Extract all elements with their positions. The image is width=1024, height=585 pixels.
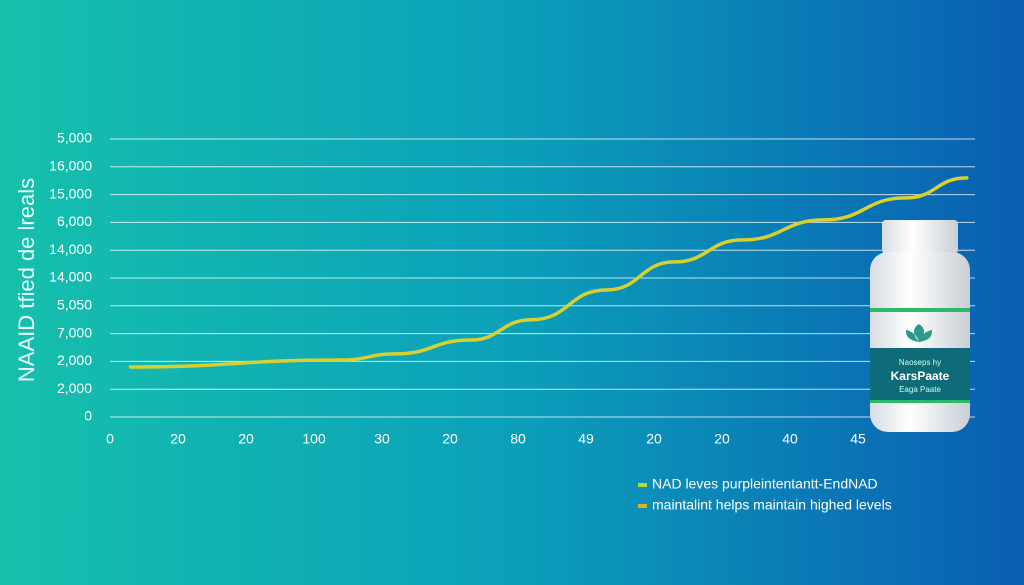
product-bottle: Naoseps hy KarsPaate Eaga Paate — [870, 220, 970, 432]
bottle-logo — [905, 324, 933, 342]
y-tick-label: 0 — [84, 408, 92, 424]
legend-label: maintalint helps maintain highed levels — [652, 497, 892, 513]
product-subtitle: Eaga Paate — [899, 385, 941, 394]
plot: 0 2,000 2,000 7,000 5,050 14,000 14,000 6,000 15… — [49, 130, 975, 447]
product-name: KarsPaate — [891, 369, 950, 383]
bottle-stripe — [870, 400, 970, 403]
y-tick-label: 5,050 — [57, 297, 92, 313]
x-tick-label: 80 — [510, 431, 526, 447]
x-tick-label: 40 — [782, 431, 798, 447]
y-tick-label: 14,000 — [49, 269, 92, 285]
x-tick-label: 20 — [238, 431, 254, 447]
legend-swatch — [638, 504, 647, 508]
bottle-label — [870, 348, 970, 400]
legend-label: NAD leves purpleintentantt-EndNAD — [652, 476, 878, 492]
x-tick-label: 0 — [106, 431, 114, 447]
x-tick-label: 49 — [578, 431, 594, 447]
x-tick-label: 30 — [374, 431, 390, 447]
y-tick-label: 5,000 — [57, 130, 92, 146]
x-tick-label: 20 — [714, 431, 730, 447]
y-tick-label: 7,000 — [57, 324, 92, 340]
y-tick-label: 15,000 — [49, 185, 92, 201]
x-tick-label: 20 — [442, 431, 458, 447]
y-tick-label: 16,000 — [49, 158, 92, 174]
x-tick-label: 20 — [170, 431, 186, 447]
bottle-body — [870, 252, 970, 432]
y-tick-label: 2,000 — [57, 380, 92, 396]
x-tick-label: 45 — [850, 431, 866, 447]
legend-swatch — [638, 483, 647, 487]
bottle-stripe — [870, 308, 970, 312]
y-axis-label: NAAID tfied de lreals — [14, 178, 39, 382]
y-tick-label: 14,000 — [49, 241, 92, 257]
y-tick-label: 2,000 — [57, 352, 92, 368]
product-tagline: Naoseps hy — [899, 358, 941, 367]
x-tick-label: 100 — [302, 431, 326, 447]
y-tick-label: 6,000 — [57, 213, 92, 229]
data-line — [128, 176, 969, 369]
bottle-cap — [882, 220, 958, 254]
x-tick-label: 20 — [646, 431, 662, 447]
